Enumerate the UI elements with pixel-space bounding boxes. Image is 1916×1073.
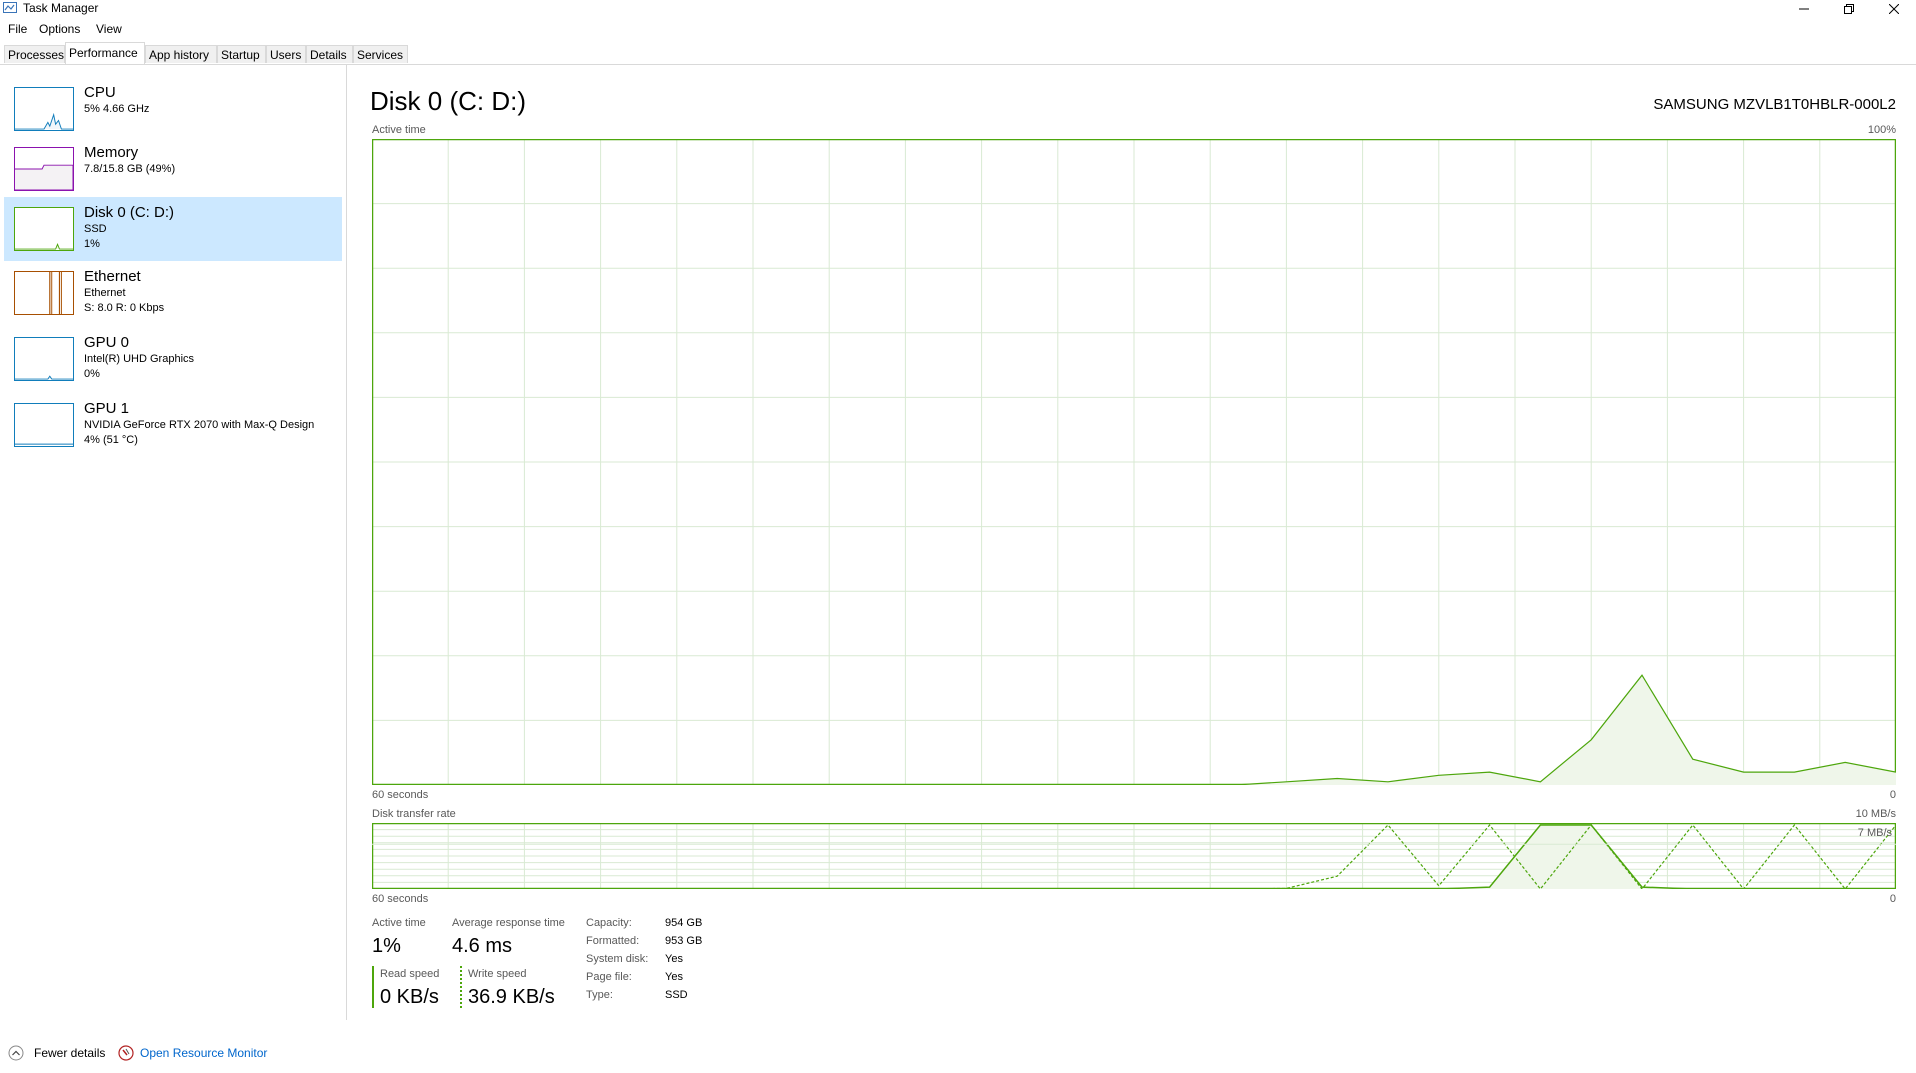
active-time-right-label: 0 bbox=[1889, 789, 1896, 801]
transfer-left-label: 60 seconds bbox=[372, 893, 429, 905]
sidebar-item-gpu-0[interactable]: GPU 0 Intel(R) UHD Graphics 0% bbox=[4, 329, 342, 393]
active-time-stat-value: 1% bbox=[372, 935, 401, 957]
window-title: Task Manager bbox=[23, 1, 99, 15]
tab-bar: Processes Performance App history Startu… bbox=[0, 42, 1916, 65]
sidebar-subtitle: Ethernet bbox=[84, 287, 126, 299]
tab-services[interactable]: Services bbox=[353, 45, 408, 63]
active-time-chart bbox=[372, 139, 1896, 785]
write-speed-value: 36.9 KB/s bbox=[468, 986, 555, 1008]
tab-app-history[interactable]: App history bbox=[145, 45, 217, 63]
sidebar-item-gpu-1[interactable]: GPU 1 NVIDIA GeForce RTX 2070 with Max-Q… bbox=[4, 395, 342, 459]
sidebar-subtitle: 5% 4.66 GHz bbox=[84, 103, 150, 115]
sidebar-detail: 4% (51 °C) bbox=[84, 434, 138, 446]
resource-monitor-icon bbox=[118, 1045, 134, 1061]
cpu-thumbnail bbox=[14, 87, 74, 131]
sidebar-item-memory[interactable]: Memory 7.8/15.8 GB (49%) bbox=[4, 141, 342, 197]
formatted-label: Formatted: bbox=[586, 935, 640, 947]
menu-view[interactable]: View bbox=[96, 22, 122, 36]
read-speed-label: Read speed bbox=[380, 968, 440, 980]
sidebar-item-ethernet[interactable]: Ethernet Ethernet S: 8.0 R: 0 Kbps bbox=[4, 263, 342, 327]
sidebar-subtitle: SSD bbox=[84, 223, 107, 235]
type-label: Type: bbox=[586, 989, 613, 1001]
fewer-details-button[interactable]: Fewer details bbox=[34, 1046, 106, 1060]
read-speed-series-line bbox=[372, 824, 1896, 889]
gpu-0-thumbnail bbox=[14, 337, 74, 381]
active-time-series-line bbox=[372, 674, 1896, 785]
read-speed-legend bbox=[372, 966, 374, 1008]
sidebar-title: Ethernet bbox=[84, 268, 141, 285]
type-value: SSD bbox=[665, 989, 688, 1001]
title-bar: Task Manager bbox=[0, 0, 1916, 17]
ethernet-thumbnail bbox=[14, 271, 74, 315]
active-time-max-label: 100% bbox=[1867, 124, 1896, 136]
avg-response-stat-label: Average response time bbox=[452, 917, 565, 929]
task-manager-icon bbox=[3, 2, 17, 13]
sidebar-detail: S: 8.0 R: 0 Kbps bbox=[84, 302, 165, 314]
tab-users[interactable]: Users bbox=[266, 45, 306, 63]
chevron-up-icon[interactable] bbox=[8, 1045, 24, 1061]
sidebar-title: CPU bbox=[84, 84, 116, 101]
sidebar-subtitle: NVIDIA GeForce RTX 2070 with Max-Q Desig… bbox=[84, 419, 315, 431]
tab-details[interactable]: Details bbox=[306, 45, 353, 63]
read-speed-value: 0 KB/s bbox=[380, 986, 439, 1008]
sidebar-title: GPU 0 bbox=[84, 334, 130, 351]
menu-options[interactable]: Options bbox=[39, 22, 81, 36]
memory-thumbnail bbox=[14, 147, 74, 191]
sidebar-detail: 1% bbox=[84, 238, 100, 250]
active-time-chart-label: Active time bbox=[372, 124, 426, 136]
minimize-button[interactable] bbox=[1784, 0, 1824, 17]
sidebar-title: Memory bbox=[84, 144, 139, 161]
system-disk-value: Yes bbox=[665, 953, 683, 965]
restore-button[interactable] bbox=[1829, 0, 1869, 17]
disk-model: SAMSUNG MZVLB1T0HBLR-000L2 bbox=[1653, 96, 1896, 113]
transfer-rate-chart-label: Disk transfer rate bbox=[372, 808, 456, 820]
gpu-1-thumbnail bbox=[14, 403, 74, 447]
open-resource-monitor-link[interactable]: Open Resource Monitor bbox=[140, 1046, 268, 1060]
avg-response-stat-value: 4.6 ms bbox=[452, 935, 513, 957]
minimize-icon bbox=[1799, 8, 1809, 9]
page-title: Disk 0 (C: D:) bbox=[370, 86, 526, 116]
tab-performance[interactable]: Performance bbox=[65, 42, 145, 64]
write-speed-label: Write speed bbox=[468, 968, 527, 980]
transfer-rate-mark-label: 7 MB/s bbox=[1857, 827, 1892, 839]
write-speed-legend bbox=[460, 966, 462, 1008]
restore-icon bbox=[1844, 3, 1854, 14]
read-speed-area bbox=[372, 825, 1896, 889]
sidebar-item-disk-0[interactable]: Disk 0 (C: D:) SSD 1% bbox=[4, 197, 342, 261]
active-time-left-label: 60 seconds bbox=[372, 789, 429, 801]
sidebar-subtitle: Intel(R) UHD Graphics bbox=[84, 353, 195, 365]
page-file-value: Yes bbox=[665, 971, 683, 983]
sidebar-title: Disk 0 (C: D:) bbox=[84, 204, 174, 221]
active-time-stat-label: Active time bbox=[372, 917, 426, 929]
sidebar-item-cpu[interactable]: CPU 5% 4.66 GHz bbox=[4, 81, 342, 137]
sidebar-title: GPU 1 bbox=[84, 400, 130, 417]
sidebar-detail: 0% bbox=[84, 368, 100, 380]
capacity-label: Capacity: bbox=[586, 917, 632, 929]
active-time-area bbox=[372, 675, 1896, 785]
capacity-value: 954 GB bbox=[665, 917, 703, 929]
disk-thumbnail bbox=[14, 207, 74, 251]
transfer-rate-max-label: 10 MB/s bbox=[1855, 808, 1896, 820]
close-button[interactable] bbox=[1874, 0, 1914, 17]
close-icon bbox=[1889, 3, 1899, 14]
sidebar-subtitle: 7.8/15.8 GB (49%) bbox=[84, 163, 176, 175]
tab-processes[interactable]: Processes bbox=[4, 45, 65, 63]
menu-file[interactable]: File bbox=[8, 22, 28, 36]
transfer-rate-chart bbox=[372, 823, 1896, 889]
resource-sidebar: CPU 5% 4.66 GHz Memory 7.8/15.8 GB (49%)… bbox=[0, 65, 347, 1020]
page-file-label: Page file: bbox=[586, 971, 632, 983]
tab-startup[interactable]: Startup bbox=[217, 45, 266, 63]
footer-bar: Fewer details Open Resource Monitor bbox=[0, 1040, 400, 1064]
transfer-right-label: 0 bbox=[1889, 893, 1896, 905]
formatted-value: 953 GB bbox=[665, 935, 703, 947]
system-disk-label: System disk: bbox=[586, 953, 649, 965]
